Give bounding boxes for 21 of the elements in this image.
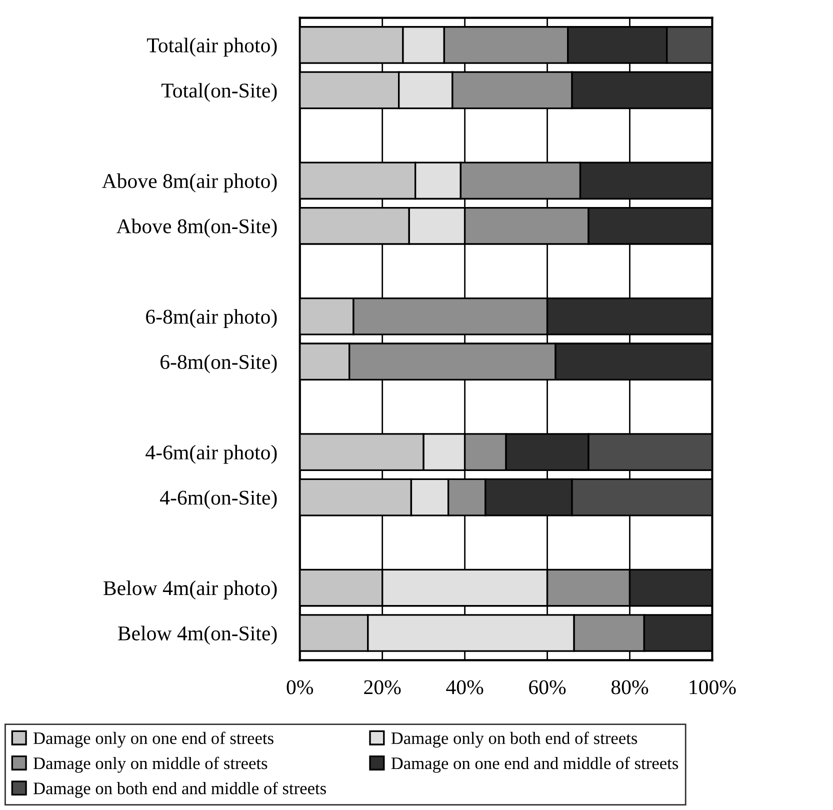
legend-label: Damage only on one end of streets	[33, 732, 274, 748]
x-tick-label: 60%	[529, 680, 566, 694]
y-tick-label: Above 8m(air photo)	[102, 173, 277, 192]
y-tick-label: 6-8m(air photo)	[146, 309, 277, 328]
legend-label: Damage only on middle of streets	[33, 756, 268, 773]
y-tick-label: Total(air photo)	[147, 38, 277, 57]
y-tick-label: Total(on-Site)	[161, 82, 277, 102]
y-tick-label: 6-8m(on-Site)	[160, 354, 277, 374]
legend-label: Damage on one end and middle of streets	[391, 756, 678, 773]
x-tick-label: 40%	[446, 680, 484, 694]
y-tick-label: 4-6m(air photo)	[146, 444, 277, 464]
y-tick-label: Above 8m(on-Site)	[116, 218, 277, 238]
legend-label: Damage only on both end of streets	[391, 732, 638, 748]
x-tick-label: 20%	[364, 680, 401, 694]
x-tick-label: 0%	[286, 680, 314, 694]
x-tick-label: 100%	[690, 680, 736, 694]
y-tick-label: Below 4m(on-Site)	[118, 626, 277, 645]
x-tick-label: 80%	[611, 680, 648, 694]
y-tick-label: Below 4m(air photo)	[104, 580, 277, 600]
y-tick-label: 4-6m(on-Site)	[160, 490, 277, 509]
legend-label: Damage on both end and middle of streets	[33, 782, 326, 798]
